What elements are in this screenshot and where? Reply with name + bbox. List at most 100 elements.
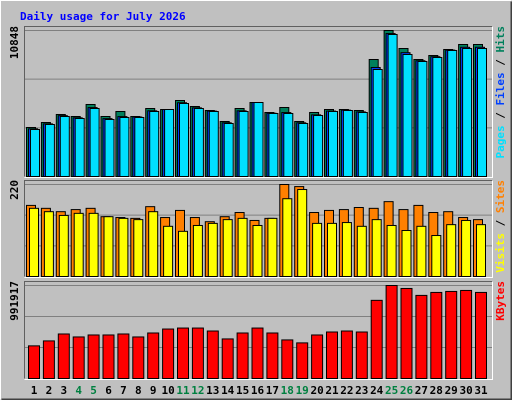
bar	[58, 214, 69, 277]
bar	[88, 212, 99, 277]
bar	[446, 224, 457, 278]
legend: Visits / Sites	[494, 180, 507, 273]
x-tick-label: 4	[75, 384, 82, 397]
bar	[87, 334, 100, 380]
y-tick-label: 991917	[8, 281, 21, 321]
bar	[148, 211, 159, 278]
bar	[341, 222, 352, 278]
bar	[267, 217, 278, 277]
bar	[298, 122, 309, 178]
legend-entry: KBytes	[494, 281, 507, 321]
bar	[207, 222, 218, 278]
x-tick-label: 3	[60, 384, 67, 397]
bar	[355, 331, 368, 380]
bar	[28, 345, 40, 379]
x-tick-label: 11	[176, 384, 190, 397]
bar	[89, 108, 100, 177]
chart-title: Daily usage for July 2026	[20, 10, 186, 23]
bar	[29, 207, 39, 277]
bar	[236, 332, 249, 379]
bar	[42, 340, 55, 380]
x-tick-label: 24	[370, 384, 384, 397]
legend: KBytes	[494, 281, 507, 321]
bar	[44, 123, 55, 177]
x-tick-label: 23	[355, 384, 368, 397]
bar	[132, 336, 145, 380]
bar	[252, 224, 263, 277]
bar	[43, 211, 54, 278]
x-tick-label: 13	[206, 384, 219, 397]
bar	[103, 216, 114, 277]
bar	[237, 217, 248, 277]
x-tick-label: 14	[221, 384, 235, 397]
bar	[475, 291, 487, 379]
bar	[371, 219, 382, 277]
legend-entry: Sites	[494, 180, 507, 213]
bar	[221, 338, 234, 380]
bar	[430, 291, 443, 379]
x-tick-label: 27	[415, 384, 428, 397]
x-tick-label: 30	[459, 384, 472, 397]
bar	[222, 219, 233, 277]
bar	[282, 198, 293, 277]
bar	[162, 328, 175, 379]
bar	[119, 116, 130, 177]
x-tick-label: 10	[161, 384, 174, 397]
bar	[223, 122, 234, 178]
bar	[342, 109, 353, 177]
bar	[208, 110, 219, 177]
legend-separator: /	[494, 213, 507, 233]
bar	[401, 230, 412, 277]
x-tick-label: 6	[105, 384, 112, 397]
x-tick-label: 20	[310, 384, 323, 397]
x-tick-label: 29	[445, 384, 458, 397]
x-tick-label: 5	[90, 384, 97, 397]
bar	[477, 48, 487, 177]
x-tick-label: 25	[385, 384, 398, 397]
bar	[445, 290, 458, 380]
x-tick-label: 15	[236, 384, 249, 397]
bar	[238, 110, 249, 177]
bar	[416, 225, 427, 277]
x-tick-label: 18	[281, 384, 294, 397]
bar	[417, 60, 428, 177]
x-tick-label: 22	[340, 384, 353, 397]
bar	[461, 219, 472, 277]
bar	[164, 109, 175, 177]
bar	[102, 334, 115, 380]
bar	[476, 224, 486, 278]
bar	[328, 110, 338, 177]
bar	[447, 49, 458, 177]
bar	[432, 56, 443, 178]
bar	[281, 339, 294, 379]
bar	[72, 336, 85, 380]
y-tick-label: 220	[8, 180, 21, 200]
y-tick-label: 10848	[8, 26, 21, 59]
bar	[462, 48, 473, 177]
x-tick-label: 17	[266, 384, 279, 397]
panel-light	[24, 180, 493, 278]
bar	[118, 217, 129, 277]
panel-light	[24, 26, 493, 178]
panel-shadow	[24, 281, 493, 379]
bar	[327, 222, 337, 278]
bar	[163, 225, 174, 277]
panel-light	[24, 281, 493, 380]
bar	[385, 285, 398, 379]
x-tick-label: 2	[46, 384, 53, 397]
bar	[133, 219, 144, 277]
x-tick-label: 31	[474, 384, 488, 397]
bar	[266, 332, 279, 379]
x-tick-label: 21	[325, 384, 339, 397]
bar	[356, 225, 367, 277]
bar	[340, 330, 353, 379]
panel-shadow	[24, 180, 493, 277]
bar	[117, 333, 130, 379]
bar	[400, 287, 413, 379]
bar	[30, 129, 40, 177]
x-tick-label: 26	[400, 384, 414, 397]
bar	[313, 115, 324, 178]
bar	[59, 116, 70, 177]
